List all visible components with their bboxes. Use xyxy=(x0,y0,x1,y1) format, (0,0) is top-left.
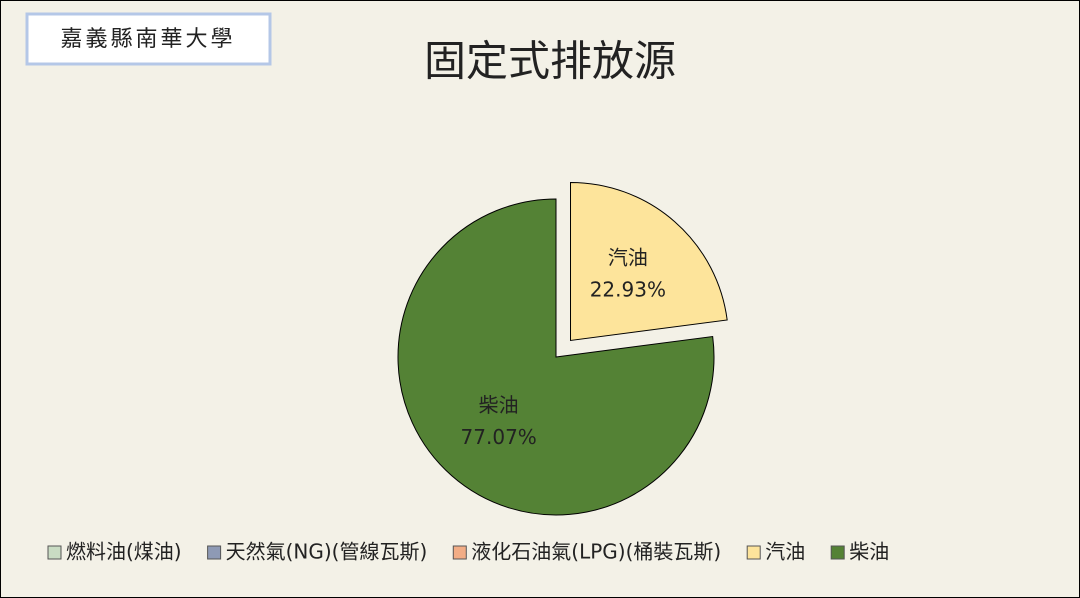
legend-swatch xyxy=(452,545,467,560)
pie-slice xyxy=(397,198,715,516)
annotation: 嘉義縣南華大學 xyxy=(60,27,235,52)
legend-label: 天然氣(NG)(管線瓦斯) xyxy=(226,540,428,564)
pie-slice xyxy=(570,181,728,342)
annotation-box xyxy=(25,12,272,66)
legend-label: 液化石油氣(LPG)(桶裝瓦斯) xyxy=(471,540,721,564)
legend-swatch xyxy=(746,545,761,560)
legend-label: 柴油 xyxy=(849,540,889,564)
slice-value-label: 22.93% xyxy=(590,278,666,302)
chart-title: 固定式排放源 xyxy=(424,37,676,86)
legend-label: 汽油 xyxy=(765,540,805,564)
legend-label: 燃料油(煤油) xyxy=(66,540,182,564)
slice-value-label: 77.07% xyxy=(461,425,537,449)
slice-category-label: 汽油 xyxy=(608,246,648,270)
slice-category-label: 柴油 xyxy=(479,393,519,417)
legend-swatch xyxy=(207,545,222,560)
legend-swatch xyxy=(47,545,62,560)
legend-swatch xyxy=(830,545,845,560)
